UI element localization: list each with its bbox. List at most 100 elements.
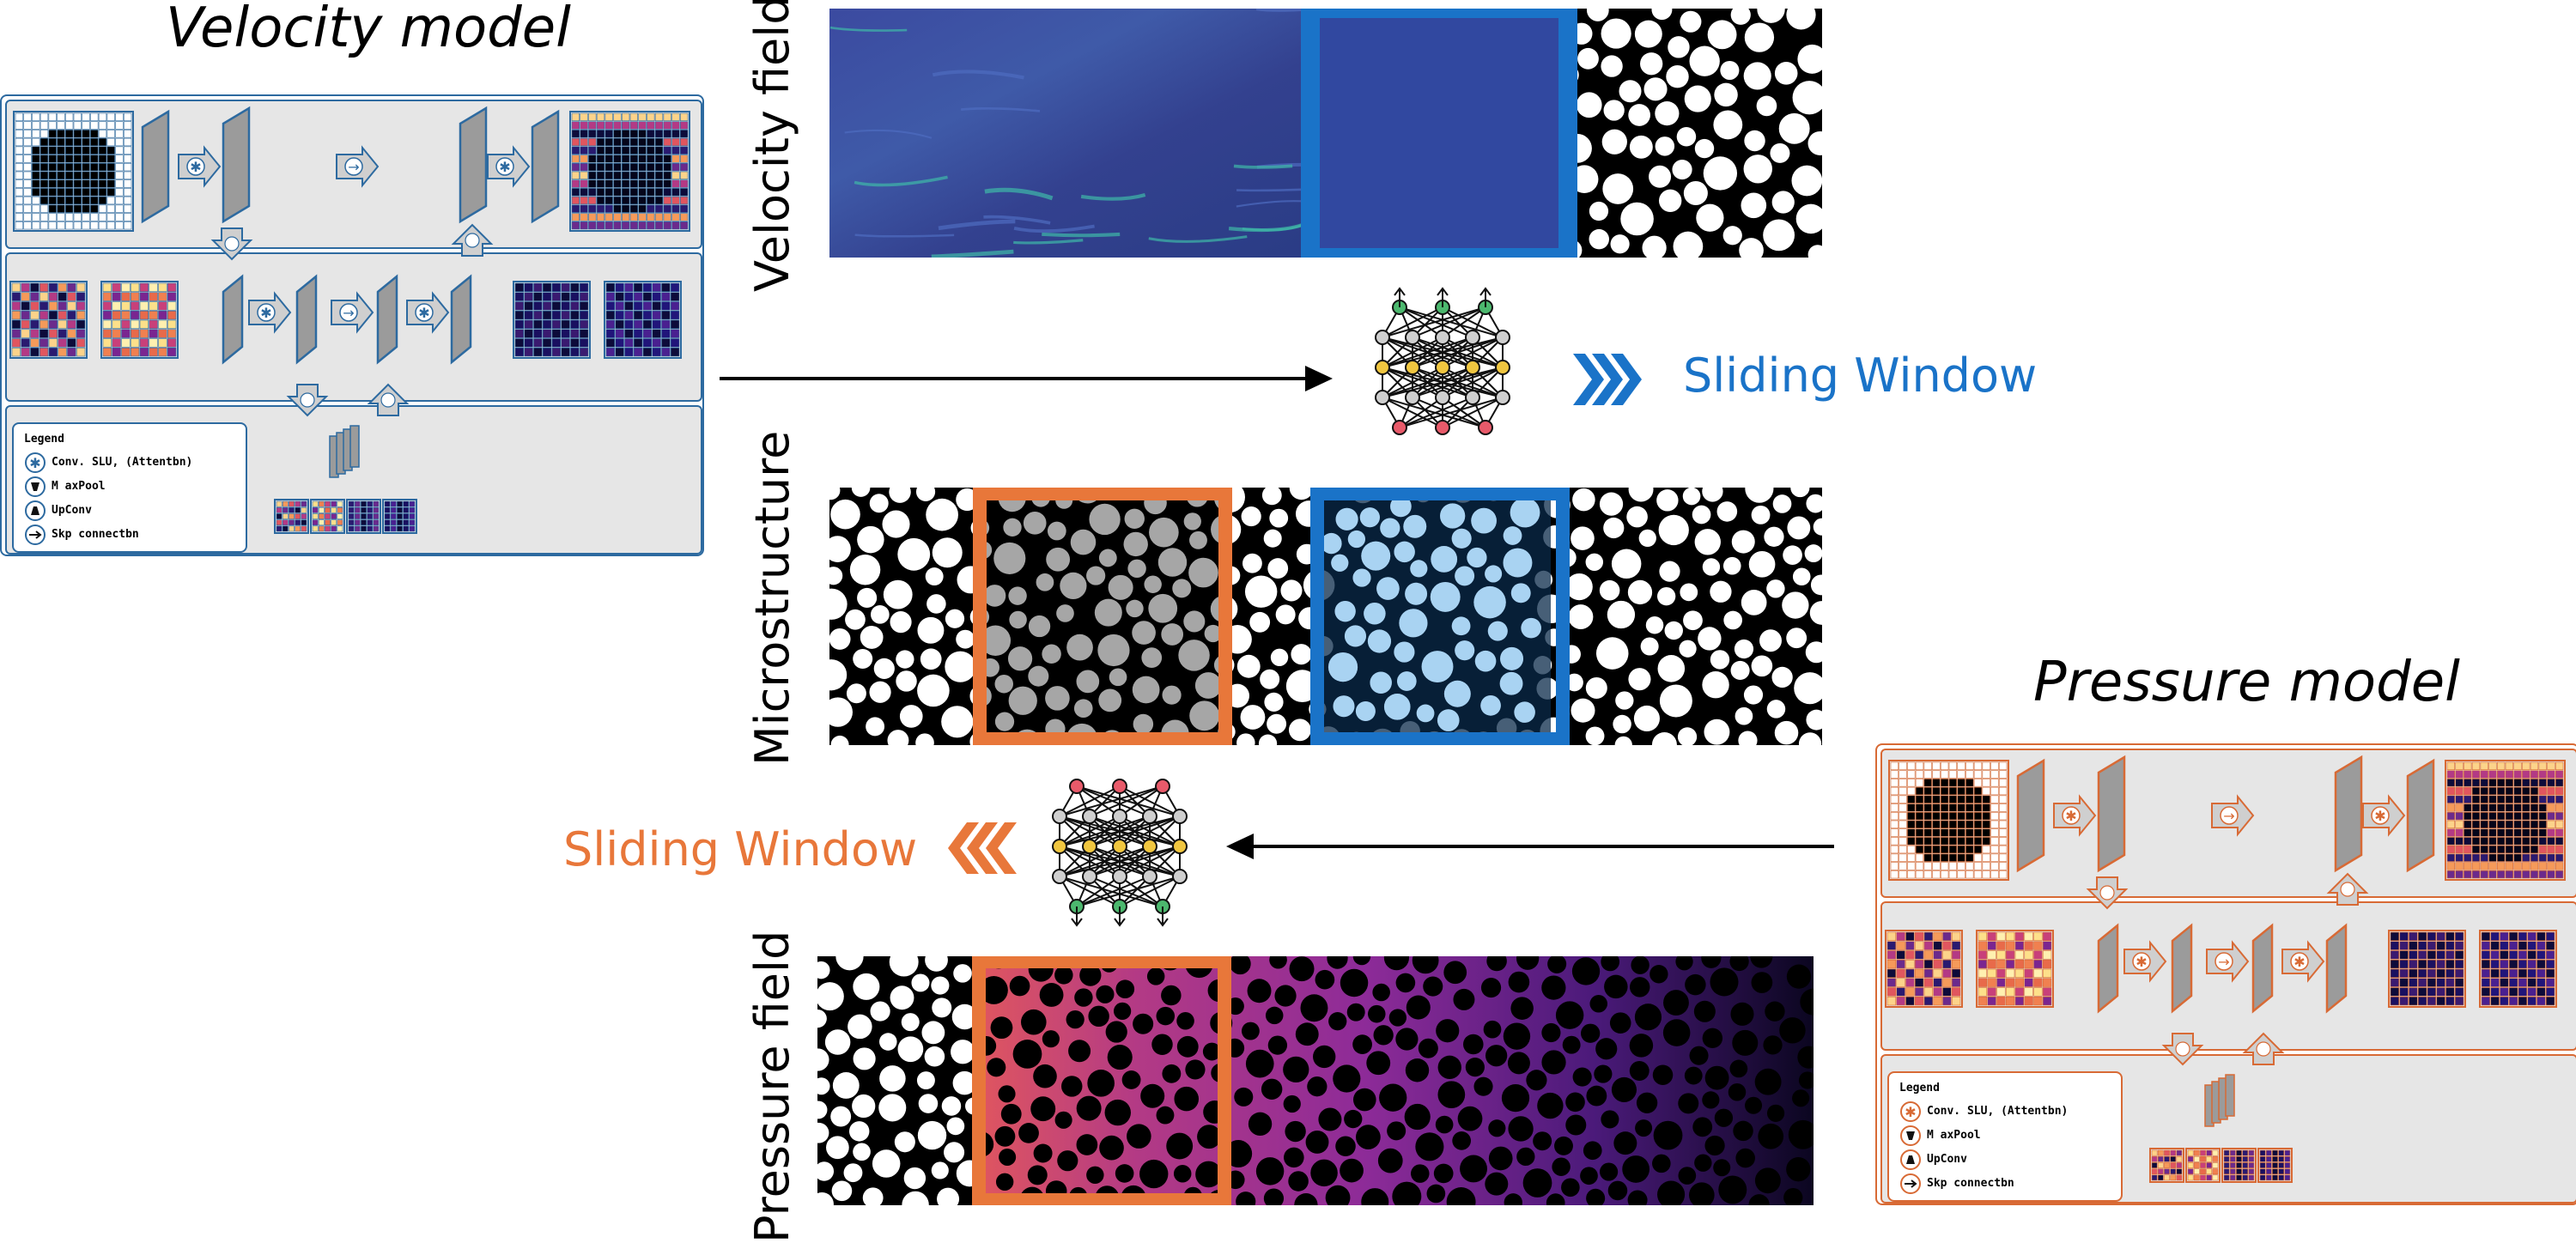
grain <box>925 567 944 586</box>
grain <box>1722 226 1742 246</box>
pore-dark <box>999 1148 1017 1166</box>
grain <box>1599 492 1624 516</box>
grain <box>945 651 976 682</box>
pore-dark <box>1572 1067 1592 1087</box>
grain <box>899 705 923 728</box>
pore-dark <box>1613 1131 1637 1155</box>
grain <box>817 1122 829 1143</box>
conv-op: ✱ <box>487 145 531 188</box>
pore-dark <box>1704 1065 1729 1090</box>
pore-dark <box>1088 1005 1109 1028</box>
pore-dark <box>1611 1076 1637 1102</box>
pore-dark <box>995 1173 1014 1191</box>
bottleneck-grid <box>382 499 417 534</box>
grain <box>817 982 844 1011</box>
pore-dark <box>1368 1004 1386 1023</box>
grain <box>829 536 851 562</box>
grain <box>1741 192 1767 219</box>
pore-dark <box>1541 1022 1561 1043</box>
flow-streak <box>938 219 1016 231</box>
pore-dark <box>990 1016 1013 1040</box>
grain <box>915 733 934 745</box>
pressure-model-panel: ✱ → ✱ ✱ → ✱ Legend ✱ Conv. SLU, (Attentbn) M a… <box>1875 743 2576 1205</box>
conv-op: ✱ <box>2053 794 2097 837</box>
grain <box>846 683 866 704</box>
orange-window-tint <box>986 500 1219 733</box>
pore-dark <box>1636 1092 1658 1113</box>
pore-dark <box>1684 1066 1703 1085</box>
pore-dark <box>1453 988 1475 1010</box>
grain <box>1689 45 1720 76</box>
grain-highlight <box>1455 566 1475 586</box>
grain <box>879 1033 897 1051</box>
grain <box>1743 62 1771 90</box>
grain-highlight <box>1455 640 1475 661</box>
grain <box>1757 9 1785 23</box>
grain <box>1716 501 1738 522</box>
grain <box>835 956 864 971</box>
pore-dark <box>1146 967 1165 985</box>
pore-dark <box>1694 1154 1712 1172</box>
bottleneck-grid <box>2221 1148 2257 1183</box>
grain <box>1643 77 1668 101</box>
grain <box>956 629 975 649</box>
pore-dark <box>1649 965 1668 984</box>
pore-dark <box>1627 1190 1648 1205</box>
grain <box>1183 512 1201 531</box>
grain <box>1595 637 1629 670</box>
grain <box>1289 719 1311 742</box>
grain <box>1806 709 1822 731</box>
grain <box>1702 558 1721 576</box>
pore-dark <box>1600 1162 1619 1181</box>
grain <box>1070 529 1097 555</box>
grain <box>1108 574 1133 600</box>
velocity-field-image <box>829 9 1822 258</box>
pore-dark <box>1704 1135 1725 1156</box>
grain <box>1601 55 1623 77</box>
svg-text:✱: ✱ <box>499 159 510 175</box>
pore-dark <box>1115 979 1135 999</box>
grain <box>879 1065 906 1092</box>
feature-map <box>141 109 170 224</box>
grain <box>1745 488 1774 503</box>
bottleneck-grid <box>2257 1148 2293 1183</box>
grain-highlight <box>1399 609 1428 638</box>
grain <box>1694 529 1721 555</box>
grain <box>853 1047 876 1070</box>
grain <box>1097 634 1130 667</box>
grain-highlight <box>1443 680 1471 707</box>
pore-dark <box>1176 1011 1194 1030</box>
feature-map <box>2016 758 2045 873</box>
grain-highlight <box>1473 585 1506 619</box>
pore-dark <box>1745 1096 1763 1114</box>
pore-dark <box>1629 1061 1649 1081</box>
pore-dark <box>1267 1035 1288 1055</box>
pore-dark <box>1295 1022 1319 1046</box>
pore-dark <box>1335 1136 1356 1157</box>
grain <box>843 1163 863 1183</box>
pore-dark <box>1714 1108 1734 1127</box>
pore-dark <box>1701 956 1722 968</box>
pore-dark <box>1581 1023 1601 1043</box>
conv-op: ✱ <box>178 145 222 188</box>
pore-dark <box>1406 995 1431 1020</box>
pore-dark <box>1340 1158 1364 1183</box>
grain <box>890 985 914 1010</box>
pore-dark <box>1236 1191 1256 1205</box>
arrowhead <box>1305 366 1333 391</box>
grain <box>1658 514 1689 546</box>
grain-highlight <box>1361 541 1391 571</box>
pore-dark <box>1798 1071 1814 1089</box>
grain-highlight <box>1347 530 1365 549</box>
pore-dark <box>1074 988 1093 1007</box>
grain <box>1702 488 1723 502</box>
pore-dark <box>1079 964 1102 986</box>
flow-streak <box>1013 239 1084 245</box>
pore-dark <box>1127 1124 1151 1149</box>
pore-dark <box>1562 1035 1581 1054</box>
grain <box>1710 580 1732 603</box>
grain <box>817 1009 827 1028</box>
pore-dark <box>1325 1185 1351 1205</box>
pore-dark <box>1174 1086 1200 1112</box>
